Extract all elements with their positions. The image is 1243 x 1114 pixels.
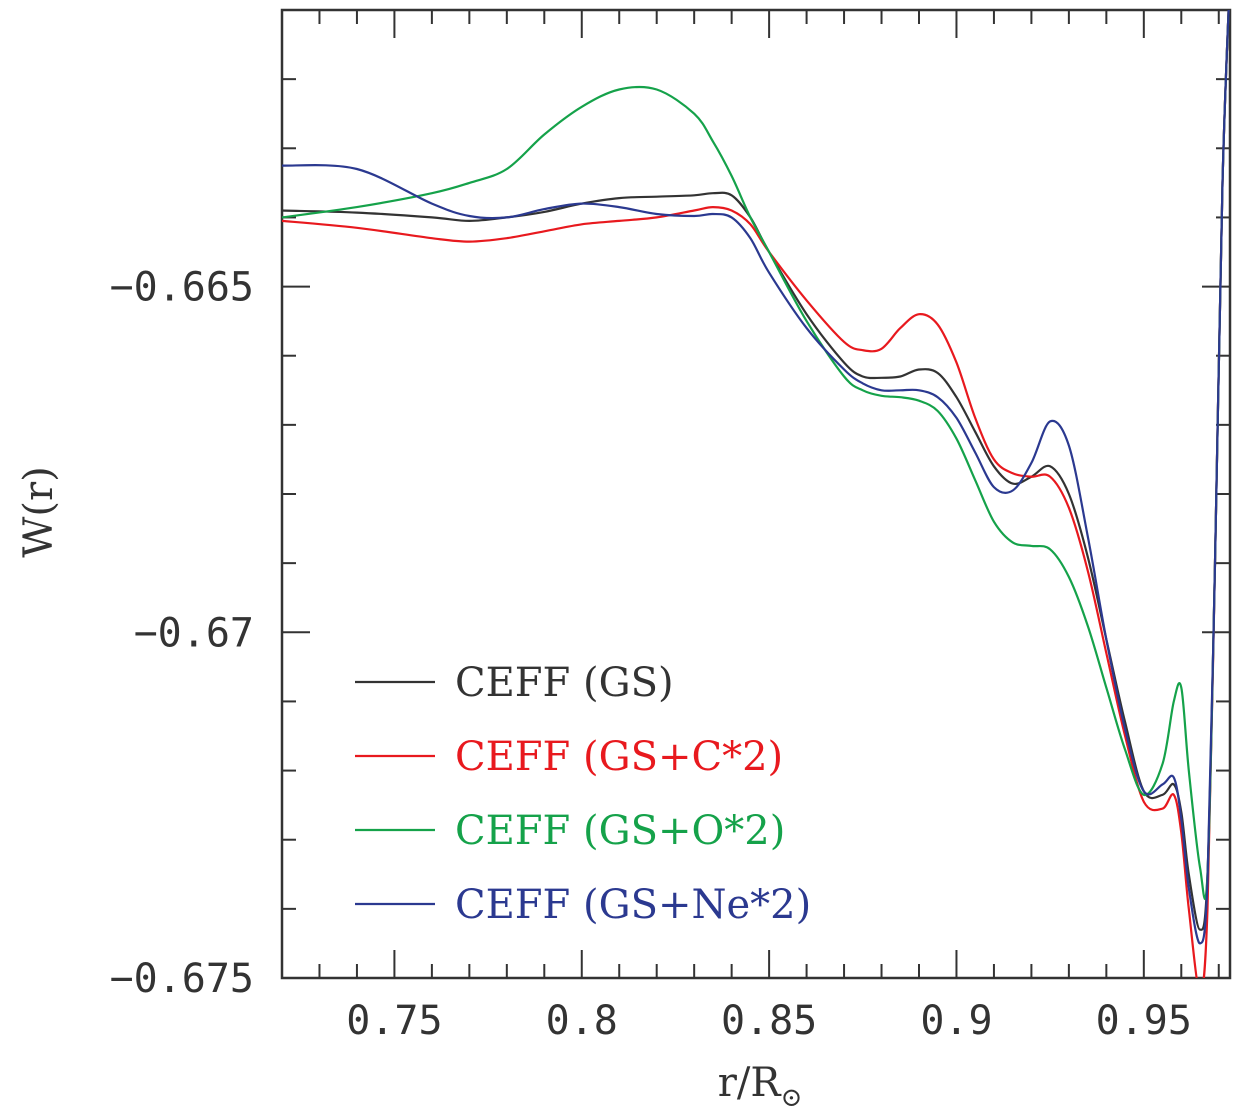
y-tick-label: −0.665 (110, 265, 255, 311)
y-tick-label: −0.675 (110, 956, 255, 1002)
legend-label: CEFF (GS+O*2) (455, 808, 785, 854)
legend-label: CEFF (GS+C*2) (455, 734, 783, 780)
legend: CEFF (GS) CEFF (GS+C*2) CEFF (GS+O*2) CEFF … (355, 660, 811, 928)
series-line-0 (282, 10, 1230, 931)
y-axis-title: W(r) (16, 466, 62, 557)
axis-ticks (281, 9, 1230, 979)
x-tick-label: 0.9 (920, 998, 992, 1044)
x-axis-title-main: r/R (718, 1060, 783, 1106)
axis-tick-labels: 0.75 0.8 0.85 0.9 0.95 −0.665 −0.67 −0.675 (110, 265, 1192, 1044)
data-series (282, 10, 1230, 978)
x-tick-label: 0.8 (546, 998, 618, 1044)
series-line-1 (282, 10, 1230, 978)
legend-label: CEFF (GS) (455, 660, 674, 706)
y-tick-label: −0.67 (134, 610, 254, 656)
legend-label: CEFF (GS+Ne*2) (455, 882, 811, 928)
series-line-2 (282, 10, 1230, 901)
x-axis-title: r/R⊙ (718, 1060, 803, 1113)
x-tick-label: 0.75 (346, 998, 442, 1044)
series-line-3 (282, 10, 1230, 945)
x-axis-title-subscript: ⊙ (780, 1083, 802, 1113)
x-tick-label: 0.85 (721, 998, 817, 1044)
x-tick-label: 0.95 (1096, 998, 1192, 1044)
